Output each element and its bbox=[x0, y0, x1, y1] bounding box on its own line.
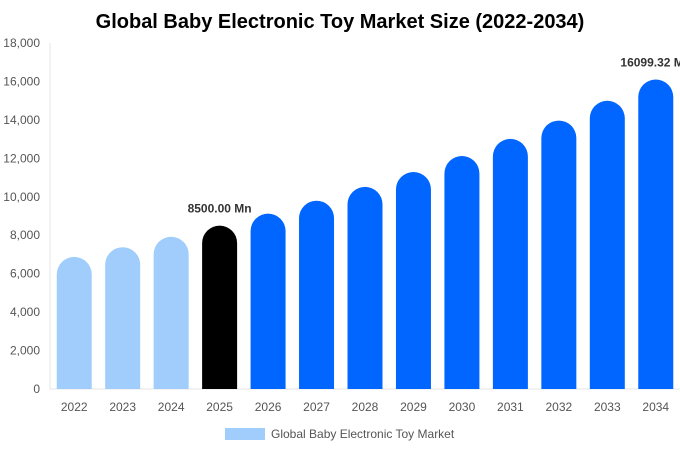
y-tick-label: 18,000 bbox=[3, 36, 40, 50]
chart-title: Global Baby Electronic Toy Market Size (… bbox=[96, 11, 585, 33]
bar-2022[interactable] bbox=[56, 256, 92, 389]
x-tick-label: 2022 bbox=[61, 400, 88, 414]
legend-label[interactable]: Global Baby Electronic Toy Market bbox=[271, 427, 455, 441]
y-tick-label: 0 bbox=[33, 382, 40, 396]
y-tick-label: 14,000 bbox=[3, 113, 40, 127]
bar-2029[interactable] bbox=[395, 172, 431, 389]
y-tick-label: 4,000 bbox=[10, 305, 40, 319]
bar-2031[interactable] bbox=[492, 138, 528, 389]
x-tick-label: 2023 bbox=[109, 400, 136, 414]
x-tick-label: 2033 bbox=[594, 400, 621, 414]
x-tick-label: 2026 bbox=[255, 400, 282, 414]
x-tick-label: 2027 bbox=[303, 400, 330, 414]
bar-2034[interactable] bbox=[638, 79, 674, 390]
bar-2024[interactable] bbox=[153, 236, 189, 389]
y-tick-label: 12,000 bbox=[3, 151, 40, 165]
x-tick-label: 2032 bbox=[545, 400, 572, 414]
bar-2025[interactable] bbox=[202, 225, 238, 389]
y-tick-label: 6,000 bbox=[10, 267, 40, 281]
bar-2033[interactable] bbox=[589, 100, 625, 390]
x-tick-label: 2024 bbox=[158, 400, 185, 414]
y-tick-label: 8,000 bbox=[10, 228, 40, 242]
x-tick-label: 2025 bbox=[206, 400, 233, 414]
bar-2032[interactable] bbox=[541, 120, 577, 389]
x-tick-label: 2034 bbox=[642, 400, 669, 414]
bar-2026[interactable] bbox=[250, 213, 286, 389]
x-tick-label: 2031 bbox=[497, 400, 524, 414]
x-tick-label: 2030 bbox=[449, 400, 476, 414]
data-label: 16099.32 Mn bbox=[620, 56, 680, 70]
bar-2030[interactable] bbox=[444, 156, 480, 389]
bar-2028[interactable] bbox=[347, 186, 383, 389]
legend-swatch[interactable] bbox=[225, 428, 265, 440]
bar-2023[interactable] bbox=[105, 247, 141, 389]
data-label: 8500.00 Mn bbox=[188, 202, 252, 216]
x-tick-label: 2028 bbox=[352, 400, 379, 414]
y-tick-label: 2,000 bbox=[10, 344, 40, 358]
y-tick-label: 10,000 bbox=[3, 190, 40, 204]
x-tick-label: 2029 bbox=[400, 400, 427, 414]
bar-2027[interactable] bbox=[299, 200, 335, 389]
y-tick-label: 16,000 bbox=[3, 74, 40, 88]
